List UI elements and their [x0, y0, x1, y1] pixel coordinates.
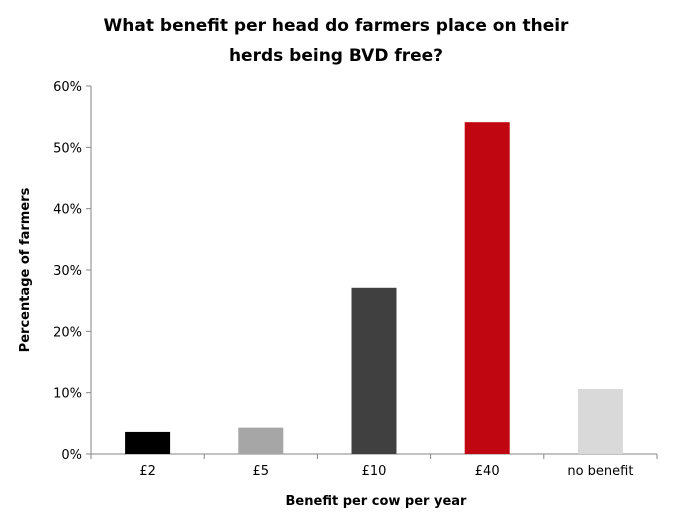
- bar-2: [351, 287, 397, 454]
- bar-0: [125, 431, 171, 454]
- chart-title-line-1: What benefit per head do farmers place o…: [104, 16, 570, 36]
- bar-4: [577, 388, 623, 454]
- y-axis-label: Percentage of farmers: [18, 187, 33, 352]
- x-tick-label: £5: [253, 464, 270, 479]
- y-tick-label: 10%: [53, 387, 82, 402]
- y-tick-label: 40%: [53, 203, 82, 218]
- bar-3: [464, 122, 510, 454]
- x-tick-label: £2: [139, 464, 156, 479]
- y-tick-label: 60%: [53, 80, 82, 95]
- y-tick-label: 0%: [61, 448, 82, 463]
- y-tick-label: 50%: [53, 141, 82, 156]
- chart-title-line-2: herds being BVD free?: [229, 46, 443, 66]
- y-tick-label: 30%: [53, 264, 82, 279]
- y-tick-label: 20%: [53, 325, 82, 340]
- x-tick-label: £40: [475, 464, 500, 479]
- x-axis-label: Benefit per cow per year: [286, 494, 468, 509]
- bar-1: [238, 427, 284, 454]
- x-tick-label: £10: [362, 464, 387, 479]
- x-tick-label: no benefit: [567, 464, 633, 479]
